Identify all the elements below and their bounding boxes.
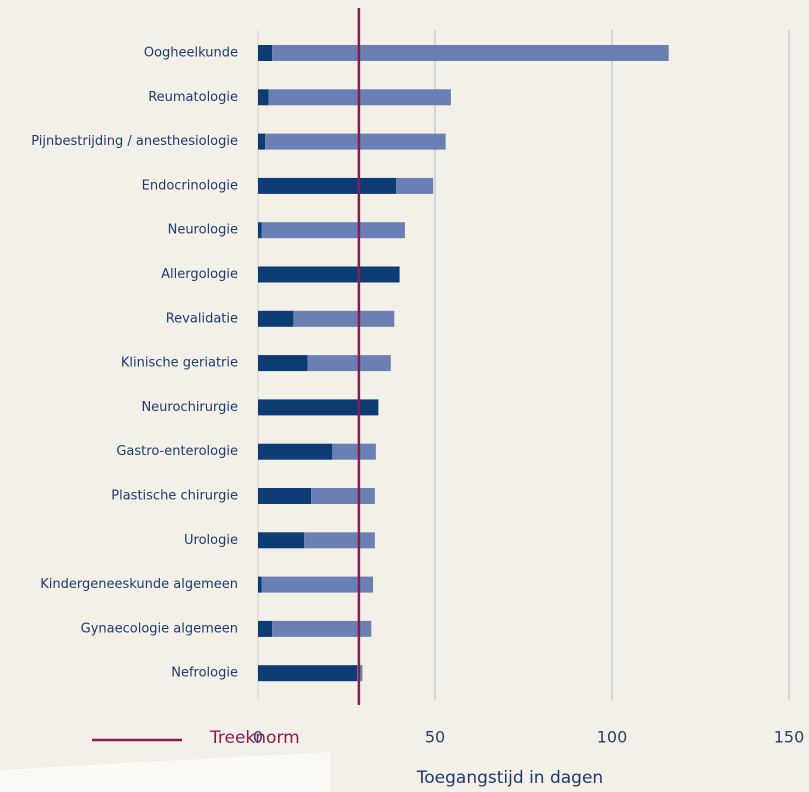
- y-tick-label: Reumatologie: [148, 90, 238, 105]
- y-tick-label: Gastro-enterologie: [116, 444, 238, 459]
- bar-segment: [293, 310, 395, 327]
- bar-segment: [332, 443, 376, 460]
- bar-segment: [261, 576, 374, 593]
- bar-segment: [307, 355, 391, 372]
- bar-segment: [258, 45, 273, 61]
- bar-segment: [258, 89, 269, 106]
- y-tick-label: Oogheelkunde: [144, 46, 238, 61]
- bar-segment: [258, 177, 397, 194]
- bar-segment: [258, 576, 262, 593]
- bar-segment: [261, 222, 405, 239]
- legend-label: Treeknorm: [209, 728, 300, 748]
- bar-segment: [311, 488, 375, 504]
- y-tick-label: Endocrinologie: [142, 178, 238, 193]
- x-tick-label: 150: [774, 728, 805, 747]
- y-tick-label: Nefrologie: [171, 666, 238, 681]
- y-tick-label: Neurochirurgie: [141, 400, 238, 415]
- y-tick-label: Allergologie: [161, 267, 238, 282]
- x-tick-label: 50: [425, 728, 445, 747]
- bar-segment: [258, 443, 333, 460]
- y-tick-label: Gynaecologie algemeen: [81, 621, 238, 636]
- bar-segment: [258, 222, 262, 239]
- bar-segment: [258, 665, 358, 682]
- y-tick-label: Plastische chirurgie: [111, 489, 238, 504]
- bar-segment: [396, 177, 434, 194]
- bar-segment: [304, 532, 375, 549]
- y-tick-label: Neurologie: [168, 223, 238, 238]
- bar-segment: [258, 399, 379, 416]
- bar-segment: [258, 310, 294, 327]
- y-tick-label: Urologie: [184, 533, 238, 548]
- bar-segment: [258, 620, 273, 637]
- x-tick-label: 0: [253, 728, 263, 747]
- x-tick-label: 100: [597, 728, 628, 747]
- bar-segment: [272, 620, 372, 637]
- y-tick-label: Kindergeneeskunde algemeen: [40, 577, 238, 592]
- bar-segment: [258, 133, 266, 150]
- bar-segment: [272, 45, 669, 61]
- bar-segment: [265, 133, 446, 150]
- bar-segment: [258, 488, 312, 504]
- y-tick-label: Pijnbestrijding / anesthesiologie: [31, 134, 238, 149]
- bar-segment: [258, 266, 400, 283]
- x-axis-title: Toegangstijd in dagen: [416, 768, 603, 788]
- bar-segment: [258, 532, 305, 549]
- bar-segment: [258, 355, 308, 372]
- y-tick-label: Klinische geriatrie: [121, 356, 238, 371]
- y-tick-label: Revalidatie: [166, 311, 238, 326]
- decoration: [0, 752, 330, 792]
